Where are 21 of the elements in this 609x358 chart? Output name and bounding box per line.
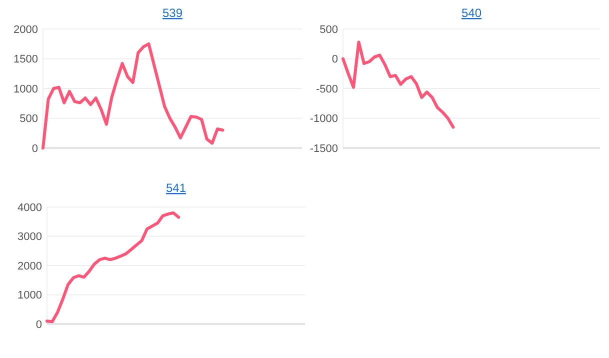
y-tick-label: 500 <box>20 113 38 126</box>
y-tick-label: 2000 <box>18 260 42 272</box>
y-tick-label: 0 <box>332 54 338 66</box>
chart-title: 541 <box>166 181 186 195</box>
y-tick-label: 1500 <box>14 54 38 66</box>
y-tick-label: 2000 <box>14 24 38 36</box>
chart-title: 540 <box>461 6 482 20</box>
y-tick-label: 4000 <box>18 202 42 214</box>
line-series <box>42 42 224 150</box>
y-tick-label: -1500 <box>310 142 338 155</box>
chart-title: 539 <box>162 6 183 20</box>
y-tick-label: 3000 <box>18 231 42 244</box>
y-tick-label: 0 <box>36 318 42 331</box>
y-tick-label: 1000 <box>18 290 42 302</box>
y-tick-label: 1000 <box>14 83 38 96</box>
y-tick-label: -1000 <box>310 113 338 126</box>
line-series <box>46 211 180 324</box>
y-tick-label: 500 <box>320 24 338 36</box>
y-tick-label: 0 <box>32 142 38 155</box>
y-tick-label: -500 <box>316 83 338 96</box>
line-series <box>342 40 455 129</box>
